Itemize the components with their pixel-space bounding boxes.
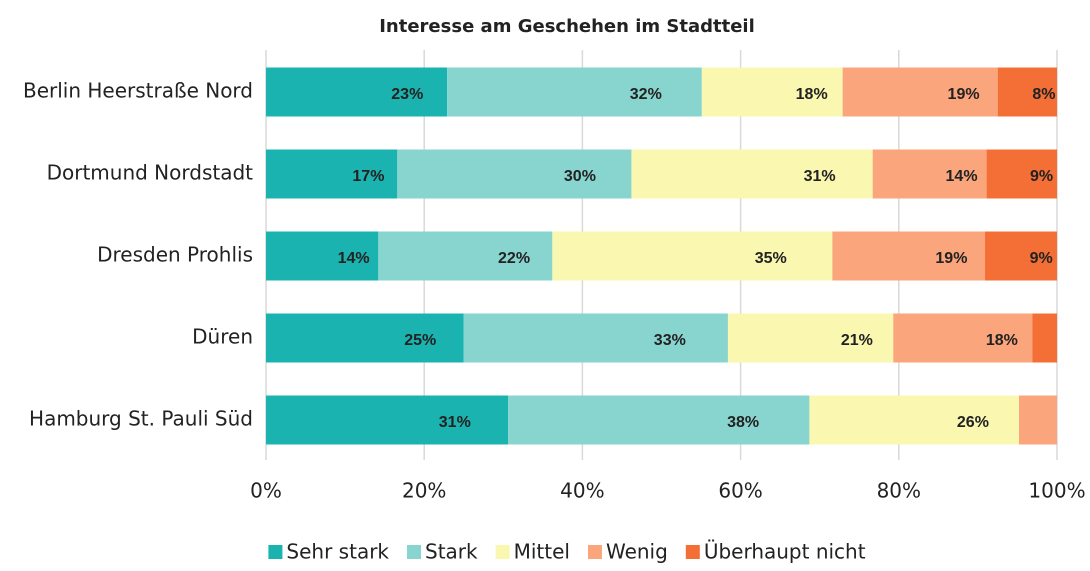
data-label: 18% (986, 332, 1018, 349)
bar-segment (842, 67, 998, 117)
data-label: 18% (796, 86, 828, 103)
x-tick-label: 60% (718, 479, 762, 503)
legend-label: Wenig (606, 540, 668, 564)
bar-segment (1019, 395, 1057, 445)
bar-segment (893, 313, 1033, 363)
bar-segment (266, 67, 448, 117)
y-tick-label: Dresden Prohlis (97, 243, 253, 267)
bar-segment (631, 149, 873, 199)
data-label: 14% (338, 250, 370, 267)
bar-segment (872, 149, 987, 199)
bar-segment (378, 231, 553, 281)
legend-swatch (587, 545, 602, 559)
bar-segment (727, 313, 894, 363)
y-tick-label: Dortmund Nordstadt (47, 161, 254, 185)
y-tick-label: Hamburg St. Pauli Süd (29, 407, 253, 431)
data-label: 38% (727, 414, 759, 431)
bar-segment (266, 313, 464, 363)
x-tick-label: 80% (877, 479, 921, 503)
bar-segment (463, 313, 728, 363)
data-label: 26% (957, 414, 989, 431)
bar-segment (266, 231, 379, 281)
data-label: 19% (935, 250, 967, 267)
data-label: 23% (391, 86, 423, 103)
legend-swatch (268, 545, 283, 559)
legend-swatch (495, 545, 510, 559)
bar-segment (1032, 313, 1057, 363)
legend-label: Stark (425, 540, 478, 564)
data-label: 21% (841, 332, 873, 349)
legend-label: Überhaupt nicht (704, 540, 866, 564)
bar-segment (809, 395, 1020, 445)
data-label: 22% (498, 250, 530, 267)
bar-segment (986, 149, 1057, 199)
y-tick-label: Düren (192, 325, 253, 349)
data-label: 32% (630, 86, 662, 103)
bar-segment (701, 67, 843, 117)
bar-segment (508, 395, 810, 445)
x-tick-label: 100% (1028, 479, 1085, 503)
data-label: 8% (1032, 86, 1055, 103)
bar-segment (447, 67, 702, 117)
data-label: 31% (804, 168, 836, 185)
chart-title: Interesse am Geschehen im Stadtteil (379, 16, 755, 37)
data-label: 35% (755, 250, 787, 267)
bar-segment (985, 231, 1057, 281)
bar-segment (832, 231, 986, 281)
bar-segment (266, 149, 398, 199)
data-label: 33% (654, 332, 686, 349)
x-tick-label: 20% (402, 479, 446, 503)
bar-segment (397, 149, 632, 199)
data-label: 30% (564, 168, 596, 185)
bar-segment (997, 67, 1057, 117)
data-label: 19% (948, 86, 980, 103)
x-tick-label: 40% (560, 479, 604, 503)
legend-swatch (407, 545, 421, 559)
bar-segment (266, 395, 509, 445)
data-label: 9% (1030, 168, 1053, 185)
data-label: 14% (946, 168, 978, 185)
data-label: 17% (352, 168, 384, 185)
bar-segment (552, 231, 833, 281)
legend-swatch (685, 545, 700, 559)
data-label: 31% (439, 414, 471, 431)
y-tick-label: Berlin Heerstraße Nord (23, 79, 253, 103)
data-label: 25% (404, 332, 436, 349)
legend-label: Mittel (514, 540, 570, 564)
data-label: 9% (1030, 250, 1053, 267)
legend-label: Sehr stark (286, 540, 389, 564)
x-tick-label: 0% (250, 479, 282, 503)
